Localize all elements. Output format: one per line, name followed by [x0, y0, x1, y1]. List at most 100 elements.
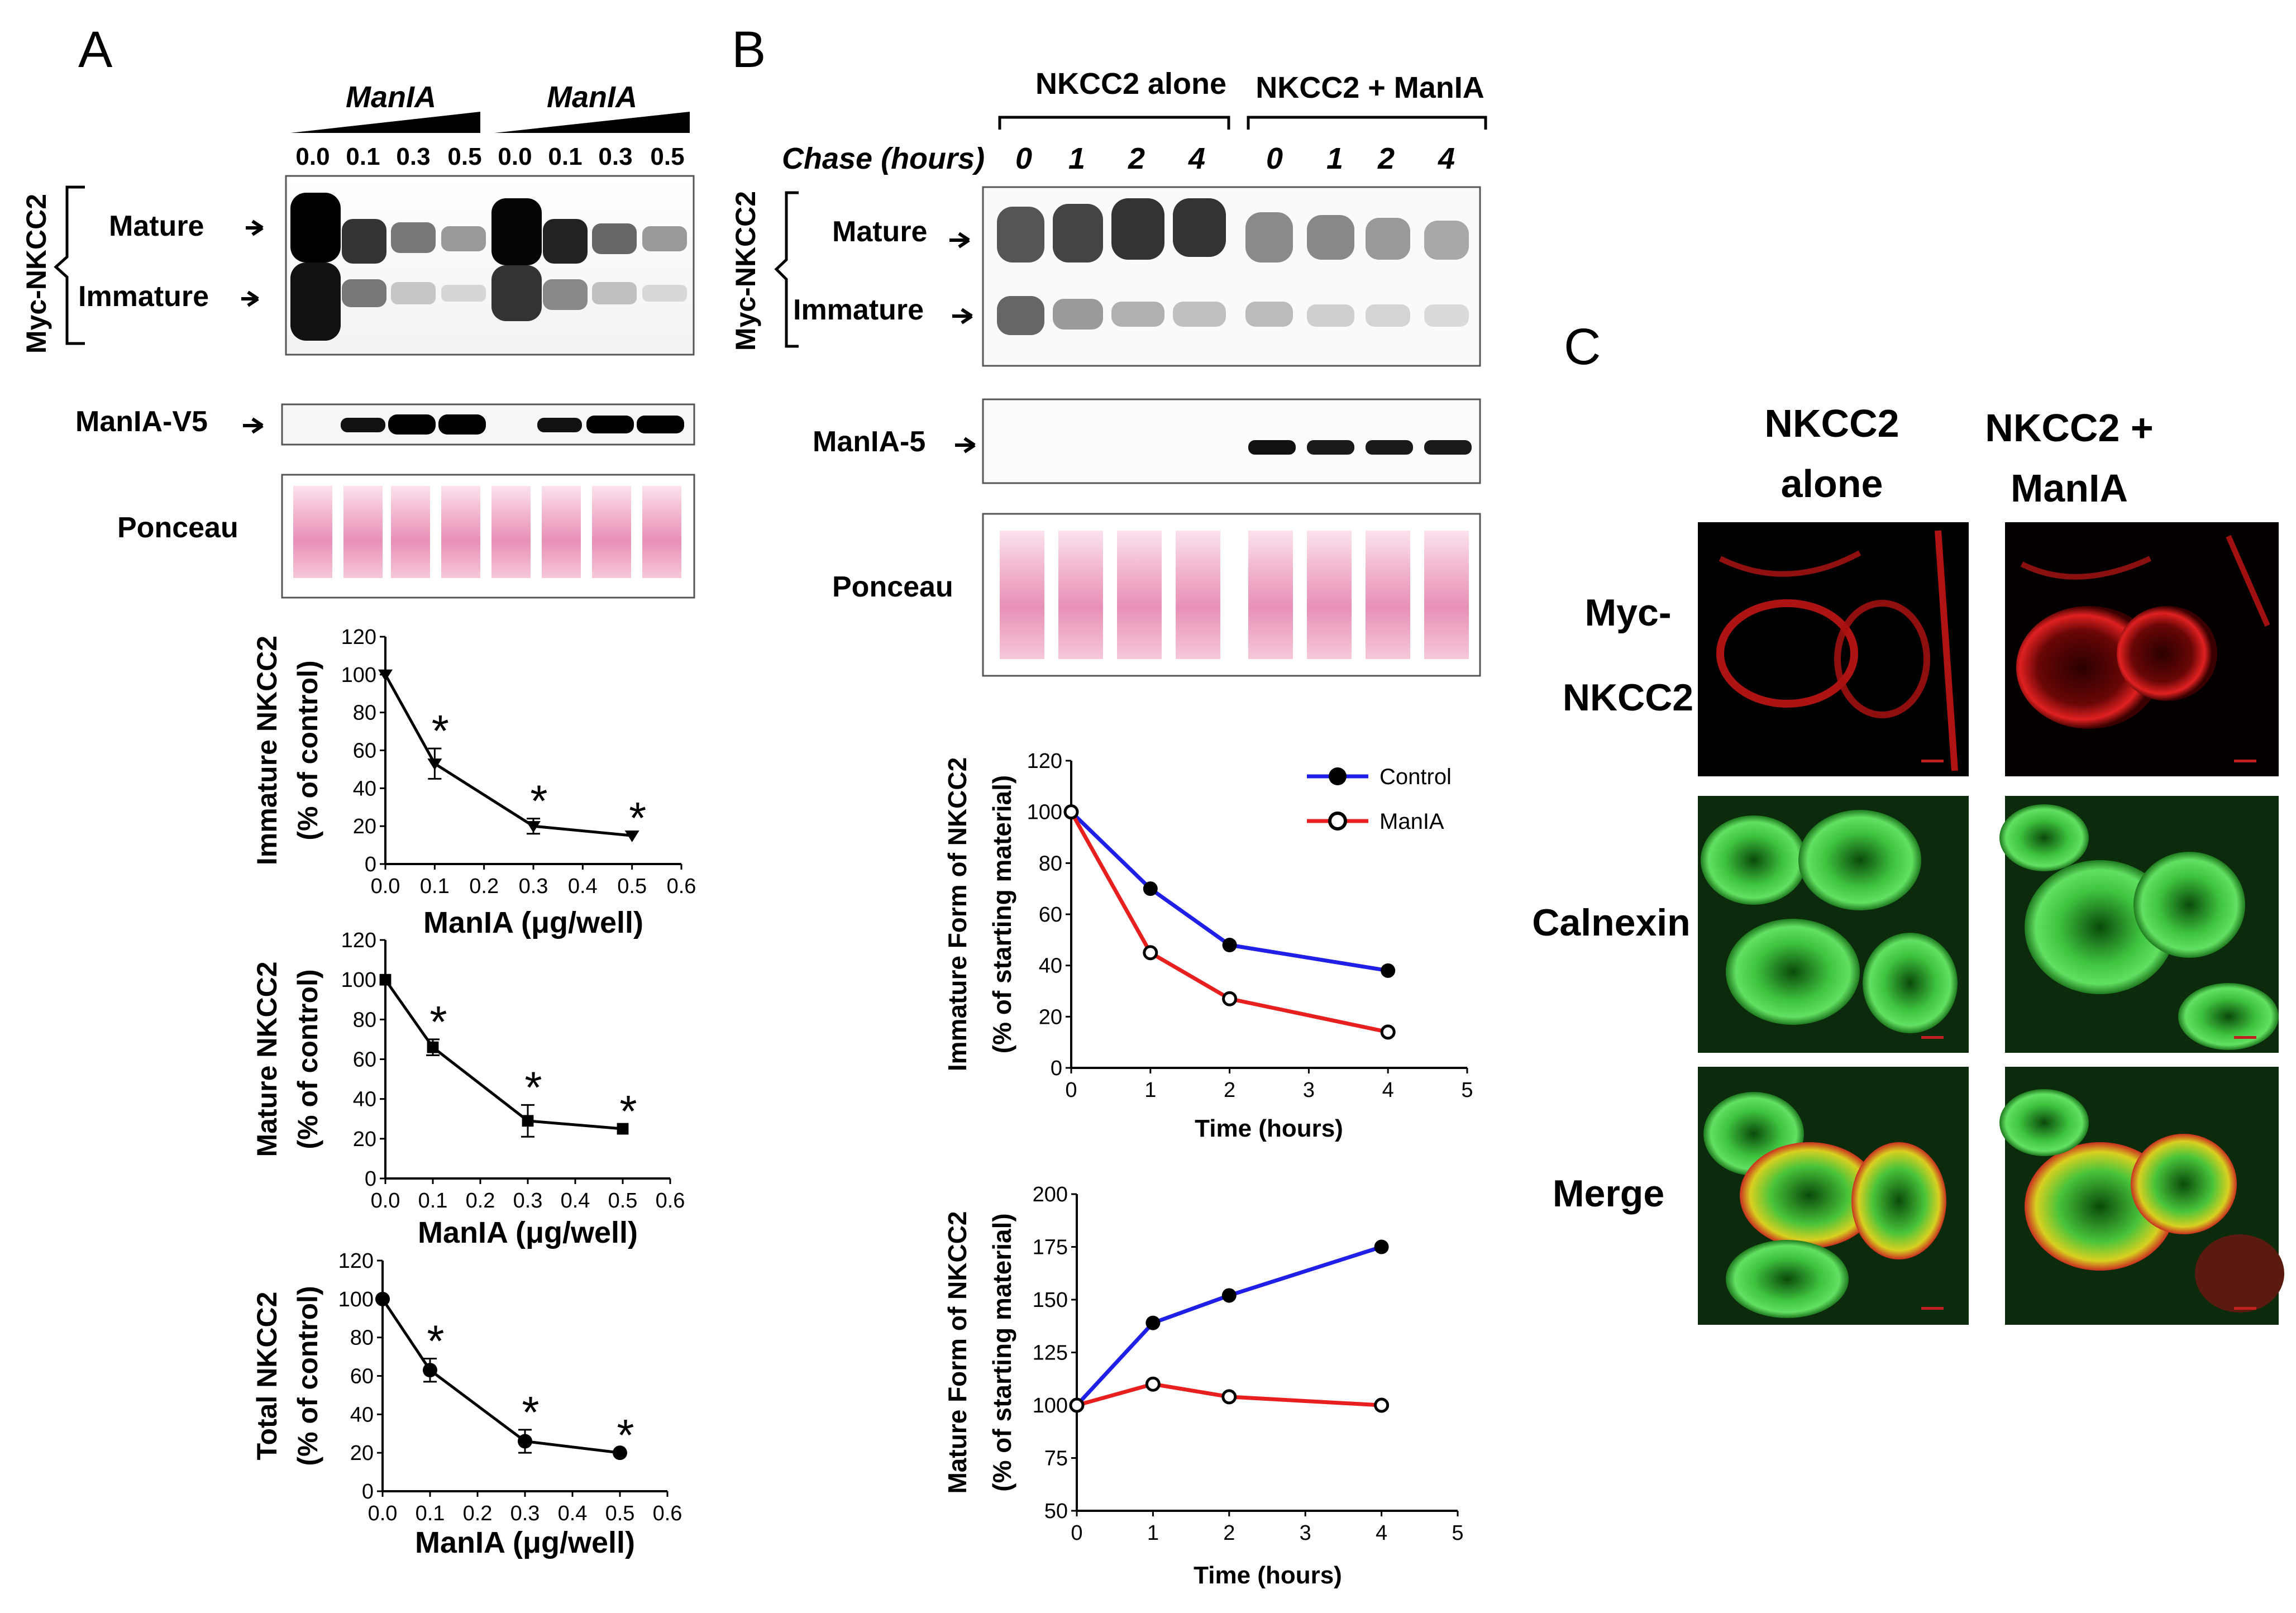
chase-time: 1 [1326, 142, 1343, 175]
y-tick-label: 120 [338, 1249, 374, 1273]
y-axis-label: (% of starting material) [987, 775, 1016, 1053]
micrograph-myc-alone [1698, 522, 1969, 776]
x-axis-label: ManIA (μg/well) [423, 906, 643, 939]
ponceau-b-lanes [1000, 531, 1469, 659]
data-point [1145, 1376, 1161, 1392]
y-tick-label: 80 [350, 1326, 374, 1350]
significance-asterisk: * [432, 706, 449, 756]
row-label-merge: Merge [1553, 1172, 1664, 1215]
x-tick-label: 0 [1065, 1078, 1077, 1102]
col-header-alone-2: alone [1781, 462, 1883, 505]
chart-total-dose: 0 20 40 60 80 100 120 0.0 0.1 0.2 0.3 0.4 0.5 0.6 Tota… [251, 1249, 682, 1559]
y-tick-label: 60 [353, 739, 376, 763]
micrograph-merge-mania [1999, 1067, 2284, 1325]
treatment-label-a1: ManIA [346, 80, 436, 114]
micrograph-calnexin-alone [1698, 796, 1969, 1053]
data-point [375, 1291, 390, 1306]
data-point [1374, 1239, 1389, 1254]
ponceau-label-a: Ponceau [117, 512, 238, 544]
legend-marker-mania [1328, 812, 1347, 831]
series-line-mania [1069, 810, 1388, 1034]
mature-label-b: Mature [832, 216, 927, 248]
chart-mature-chase: 50 75 100 125 150 175 200 0 1 2 3 4 5 Mature Form of … [943, 1183, 1464, 1589]
data-point [617, 1123, 629, 1135]
data-point [1145, 1315, 1161, 1330]
y-tick-label: 150 [1033, 1289, 1068, 1312]
y-tick-label: 80 [1039, 852, 1062, 875]
y-tick-label: 60 [1039, 903, 1062, 927]
x-tick-label: 0.2 [466, 1189, 495, 1213]
data-point [427, 1041, 439, 1053]
data-point [423, 1363, 437, 1378]
significance-asterisk: * [530, 776, 547, 826]
y-tick-label: 120 [341, 929, 376, 952]
x-tick-label: 0.4 [568, 875, 598, 898]
y-tick-label: 125 [1033, 1342, 1068, 1365]
arrow-icon [949, 232, 970, 249]
x-tick-label: 0.2 [469, 875, 499, 898]
data-point [427, 758, 442, 770]
col-header-alone-1: NKCC2 [1764, 402, 1899, 445]
y-tick-label: 40 [1039, 955, 1062, 978]
y-tick-label: 20 [353, 1128, 376, 1151]
data-point [1374, 1397, 1390, 1413]
chart-immature-dose: 0 20 40 60 80 100 120 0.0 0.1 0.2 0.3 0.4 0.5 0.6 Imma… [251, 626, 696, 939]
series-line-mania [1076, 1382, 1382, 1407]
series-line-control [1075, 1245, 1382, 1407]
data-point [1381, 963, 1396, 978]
data-point [378, 669, 393, 681]
y-tick-label: 20 [1039, 1005, 1062, 1029]
y-tick-label: 75 [1044, 1447, 1068, 1471]
series-line [384, 674, 632, 837]
y-tick-label: 0 [362, 1480, 374, 1504]
significance-asterisk: * [619, 1086, 637, 1136]
dose-wedge [494, 112, 690, 133]
row-label-myc-1: Myc- [1585, 591, 1672, 634]
data-point [1221, 1389, 1237, 1405]
significance-asterisk: * [427, 1316, 444, 1366]
x-tick-label: 0.5 [608, 1189, 638, 1213]
y-tick-label: 80 [353, 701, 376, 725]
group-bracket [1247, 116, 1487, 130]
blot-myc-b [982, 186, 1481, 367]
blot-label-myc-b: Myc-NKCC2 [730, 191, 761, 351]
arrow-icon [243, 417, 264, 434]
y-tick-label: 20 [353, 815, 376, 838]
x-tick-label: 0.1 [416, 1502, 445, 1525]
chase-time: 2 [1377, 142, 1395, 175]
x-tick-label: 0.3 [513, 1189, 543, 1213]
data-point [1143, 881, 1158, 896]
legend-marker-control [1329, 767, 1347, 785]
x-tick-label: 5 [1461, 1078, 1473, 1102]
y-axis-label: Immature Form of NKCC2 [943, 757, 972, 1071]
series-line [381, 1298, 620, 1454]
data-point [1221, 1288, 1237, 1303]
y-tick-label: 200 [1033, 1183, 1068, 1206]
chase-time: 0 [1266, 142, 1283, 175]
x-tick-label: 0 [1071, 1521, 1082, 1545]
data-point [526, 821, 541, 833]
v5-label-a: ManIA-V5 [75, 405, 208, 438]
significance-asterisk: * [522, 1387, 539, 1437]
group-label-mania: NKCC2 + ManIA [1256, 71, 1484, 104]
y-axis-label: (% of control) [292, 969, 323, 1149]
group-bracket [998, 116, 1230, 130]
data-point [1222, 991, 1238, 1006]
arrow-icon [241, 290, 259, 307]
x-tick-label: 0.1 [418, 1189, 448, 1213]
y-tick-label: 0 [365, 1167, 376, 1191]
x-tick-label: 0.4 [558, 1502, 588, 1525]
arrow-icon [955, 437, 976, 454]
mature-label-a: Mature [109, 210, 204, 242]
y-tick-label: 60 [353, 1048, 376, 1072]
blot-bracket [54, 185, 85, 345]
significance-asterisk: * [629, 793, 646, 843]
x-tick-label: 0.5 [605, 1502, 635, 1525]
x-tick-label: 3 [1303, 1078, 1315, 1102]
chase-time: 0 [1015, 142, 1032, 175]
data-point [1069, 1397, 1085, 1413]
y-tick-label: 0 [1051, 1057, 1062, 1080]
y-tick-label: 175 [1033, 1236, 1068, 1259]
row-label-myc-2: NKCC2 [1563, 676, 1693, 719]
y-axis-label: (% of starting material) [987, 1213, 1016, 1491]
